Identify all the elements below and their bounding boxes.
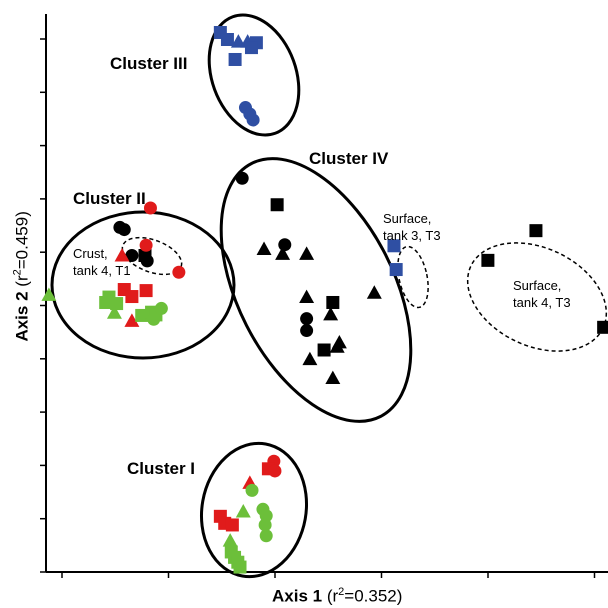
point-black-circle [235,171,249,185]
y-axis-title: Axis 2 (r2=0.459) [12,176,33,376]
point-blue-square [387,239,401,253]
x-axis-title-sup: 2 [338,586,345,598]
y-axis-title-var: (r [12,275,32,287]
point-green-circle [147,312,161,326]
point-green-triangle [41,287,57,301]
cluster-ii-label: Cluster II [73,189,146,208]
point-red-circle [143,201,157,215]
point-black-circle [140,254,154,268]
x-axis-title-var: (r [326,586,339,606]
point-green-triangle [235,503,251,518]
annotation-surface3-line2: tank 3, T3 [383,228,441,243]
point-black-square [597,320,608,334]
x-axis-title-main: Axis 1 [272,586,323,606]
data-points [41,25,608,574]
annotation-crust-line2: tank 4, T1 [73,263,131,278]
point-green-circle [259,529,273,543]
annotation-surface4-line1: Surface, [513,278,561,293]
point-blue-square [389,263,403,277]
point-red-square [125,290,139,304]
cluster-labels: Cluster III Cluster II Cluster IV Cluste… [73,54,389,478]
point-black-triangle [302,351,318,366]
point-black-square [317,343,331,357]
surface-tank3-t3-ellipse [397,245,429,309]
annotation-surface4-line2: tank 4, T3 [513,295,571,310]
point-red-circle [268,464,282,478]
point-black-triangle [299,246,315,260]
point-black-square [326,295,340,309]
y-axis-title-sup: 2 [11,269,24,276]
point-red-triangle [124,313,140,327]
point-black-triangle [256,241,272,255]
annotations: Crust, tank 4, T1 Surface, tank 3, T3 Su… [73,211,571,310]
point-red-circle [172,265,186,279]
x-axis-title-val: =0.352) [344,586,403,606]
cluster-i-label: Cluster I [127,459,195,478]
cluster-iv-label: Cluster IV [309,149,389,168]
point-green-circle [245,483,259,497]
point-black-square [529,224,543,238]
point-red-triangle [114,248,130,262]
point-blue-square [220,33,234,46]
point-black-square [270,198,284,212]
y-axis-title-val: =0.459) [12,211,32,270]
point-blue-square [244,41,258,55]
point-black-square [481,253,495,267]
cluster-i-ellipse [199,441,309,579]
point-green-circle [154,301,168,315]
annotation-crust-line1: Crust, [73,246,108,261]
point-green-square [110,297,124,311]
point-black-circle [278,238,292,252]
point-green-circle [258,518,272,532]
cluster-iii-ellipse [207,13,301,137]
point-blue-square [228,52,242,66]
point-black-circle [117,223,131,237]
point-black-triangle [299,289,315,304]
point-black-triangle [329,339,345,353]
point-green-square [233,560,247,574]
point-black-triangle [323,306,339,321]
cluster-iv-ellipse [219,157,413,423]
point-black-triangle [325,370,341,385]
point-blue-circle [246,113,260,127]
y-ticks [40,38,46,573]
point-black-circle [125,249,139,262]
x-axis-title: Axis 1 (r2=0.352) [272,586,402,607]
annotation-surface3-line1: Surface, [383,211,431,226]
point-black-triangle [275,246,291,260]
cluster-ii-ellipse [50,210,236,360]
point-red-square [139,284,153,298]
point-black-circle [300,324,314,338]
x-ticks [61,572,596,578]
point-red-square [225,518,239,532]
point-green-triangle [222,533,238,547]
point-black-triangle [366,285,382,299]
point-black-circle [300,312,314,326]
point-green-square [135,308,149,322]
cluster-iii-label: Cluster III [110,54,187,73]
point-green-triangle [106,305,122,319]
point-red-circle [139,238,153,252]
point-green-square [99,295,113,309]
y-axis-title-main: Axis 2 [12,291,32,342]
